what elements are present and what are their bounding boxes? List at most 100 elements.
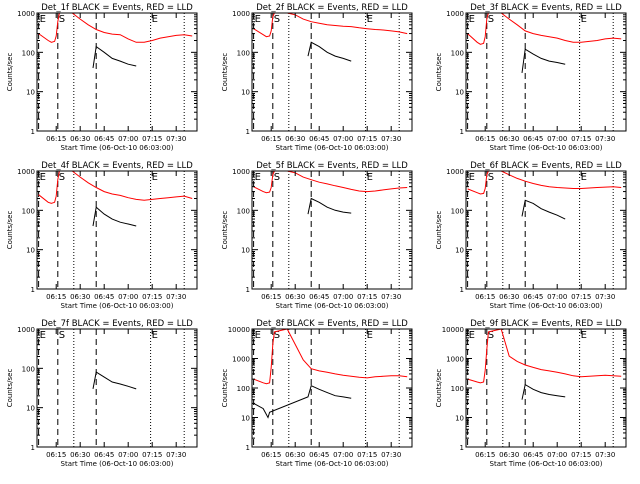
x-tick-label: 07:30: [595, 293, 615, 301]
plot-frame: [36, 170, 198, 290]
x-tick-label: 07:15: [357, 293, 377, 301]
marker-label: E: [255, 14, 261, 25]
marker-label: S: [59, 172, 65, 183]
plot-frame: [251, 12, 413, 132]
series-lld: [38, 170, 193, 204]
x-tick-label: 06:15: [261, 451, 281, 459]
y-tick-label: 100: [451, 49, 464, 57]
x-tick-label: 07:15: [571, 451, 591, 459]
marker-label: E: [581, 14, 587, 25]
y-tick-label: 1000: [232, 168, 250, 176]
y-tick-label: 100: [237, 207, 250, 215]
marker-label: E: [40, 172, 46, 183]
x-axis-label: Start Time (06-Oct-10 06:03:00): [61, 460, 174, 468]
x-axis-label: Start Time (06-Oct-10 06:03:00): [490, 460, 603, 468]
y-tick-label: 100: [451, 207, 464, 215]
x-tick-label: 06:15: [261, 293, 281, 301]
y-tick-label: 1: [246, 286, 250, 294]
series-events: [521, 199, 566, 220]
x-tick-label: 07:30: [595, 135, 615, 143]
marker-label: S: [488, 330, 494, 341]
marker-label: E: [152, 172, 158, 183]
y-tick-label: 1: [31, 128, 35, 136]
y-tick-label: 1000: [17, 10, 35, 18]
x-tick-label: 06:15: [46, 293, 66, 301]
series-lld: [467, 328, 622, 384]
x-tick-label: 06:30: [499, 451, 519, 459]
marker-label: E: [469, 330, 475, 341]
y-tick-label: 1000: [446, 168, 464, 176]
y-tick-label: 1: [460, 128, 464, 136]
plot-frame: [251, 170, 413, 290]
x-tick-label: 07:15: [357, 451, 377, 459]
y-tick-label: 1: [460, 444, 464, 452]
x-tick-label: 06:45: [309, 293, 329, 301]
plot-frame: [36, 328, 198, 448]
x-tick-label: 07:00: [547, 135, 567, 143]
y-tick-label: 10: [26, 405, 35, 413]
series-events: [92, 45, 137, 69]
x-tick-label: 07:00: [118, 451, 138, 459]
x-axis-label: Start Time (06-Oct-10 06:03:00): [276, 144, 389, 152]
y-axis-label: Counts/sec: [435, 211, 443, 250]
y-axis-label: Counts/sec: [221, 53, 229, 92]
x-tick-label: 06:15: [261, 135, 281, 143]
x-tick-label: 07:15: [571, 135, 591, 143]
y-tick-label: 10: [455, 415, 464, 423]
series-events: [307, 41, 352, 62]
x-tick-label: 07:15: [142, 293, 162, 301]
series-events: [521, 383, 566, 400]
x-tick-label: 07:30: [166, 135, 186, 143]
x-axis-label: Start Time (06-Oct-10 06:03:00): [490, 144, 603, 152]
y-axis-label: Counts/sec: [6, 53, 14, 92]
y-axis-label: Counts/sec: [435, 53, 443, 92]
marker-label: E: [367, 14, 373, 25]
panel-title: Det_8f BLACK = Events, RED = LLD: [256, 319, 408, 329]
y-tick-label: 10000: [442, 326, 464, 334]
marker-label: E: [581, 172, 587, 183]
marker-label: S: [274, 14, 280, 25]
y-tick-label: 10: [241, 89, 250, 97]
x-axis-label: Start Time (06-Oct-10 06:03:00): [276, 460, 389, 468]
plot-frame: [36, 12, 198, 132]
marker-label: E: [469, 172, 475, 183]
x-tick-label: 06:15: [475, 293, 495, 301]
x-tick-label: 06:45: [94, 135, 114, 143]
x-tick-label: 07:15: [142, 135, 162, 143]
y-tick-label: 10: [455, 89, 464, 97]
marker-label: E: [255, 330, 261, 341]
plot-frame: [465, 12, 627, 132]
y-tick-label: 1000: [446, 356, 464, 364]
x-tick-label: 07:30: [166, 451, 186, 459]
marker-label: E: [40, 330, 46, 341]
x-tick-label: 07:30: [595, 451, 615, 459]
marker-label: S: [274, 330, 280, 341]
x-tick-label: 06:30: [499, 135, 519, 143]
x-tick-label: 07:00: [333, 135, 353, 143]
x-tick-label: 06:15: [46, 135, 66, 143]
marker-label: E: [152, 14, 158, 25]
y-axis-label: Counts/sec: [221, 211, 229, 250]
x-tick-label: 06:45: [309, 135, 329, 143]
series-events: [92, 371, 137, 390]
y-tick-label: 1: [460, 286, 464, 294]
series-lld: [38, 12, 193, 43]
panel-title: Det_9f BLACK = Events, RED = LLD: [470, 319, 622, 329]
y-tick-label: 1000: [17, 326, 35, 334]
panel-title: Det_6f BLACK = Events, RED = LLD: [470, 161, 622, 171]
panel-title: Det_4f BLACK = Events, RED = LLD: [41, 161, 193, 171]
x-tick-label: 07:30: [166, 293, 186, 301]
marker-label: S: [488, 172, 494, 183]
x-tick-label: 07:30: [381, 135, 401, 143]
x-tick-label: 07:00: [118, 293, 138, 301]
x-axis-label: Start Time (06-Oct-10 06:03:00): [61, 302, 174, 310]
y-tick-label: 1: [246, 128, 250, 136]
y-tick-label: 100: [237, 49, 250, 57]
